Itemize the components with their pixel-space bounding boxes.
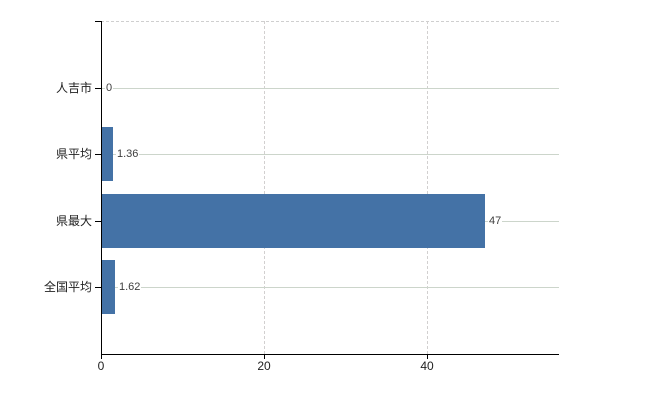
plot-top-border [101,21,559,22]
bar-value-label: 1.36 [116,147,140,161]
y-axis-line [101,21,102,355]
x-tick [101,354,102,359]
x-axis-tick-label: 20 [257,359,271,373]
gridline-horizontal [101,287,559,288]
y-axis-label: 県平均 [55,147,92,161]
y-axis-top-tick [95,21,101,22]
y-axis-label: 全国平均 [43,280,92,294]
x-tick [264,354,265,359]
bar [102,127,113,181]
bar-value-label: 47 [488,214,503,228]
x-axis-tick-label: 0 [97,359,105,373]
gridline-vertical [264,21,265,354]
y-axis-label: 県最大 [55,214,92,228]
gridline-horizontal [101,88,559,89]
gridline-vertical [427,21,428,354]
bar-value-label: 0 [105,81,114,95]
x-axis-line [101,354,559,355]
bar [102,260,115,314]
y-tick [95,154,101,155]
y-tick [95,287,101,288]
x-tick [427,354,428,359]
y-axis-label: 人吉市 [55,81,92,95]
gridline-horizontal [101,154,559,155]
y-tick [95,88,101,89]
bar [102,194,485,248]
x-axis-tick-label: 40 [420,359,434,373]
y-tick [95,221,101,222]
bar-value-label: 1.62 [118,280,142,294]
